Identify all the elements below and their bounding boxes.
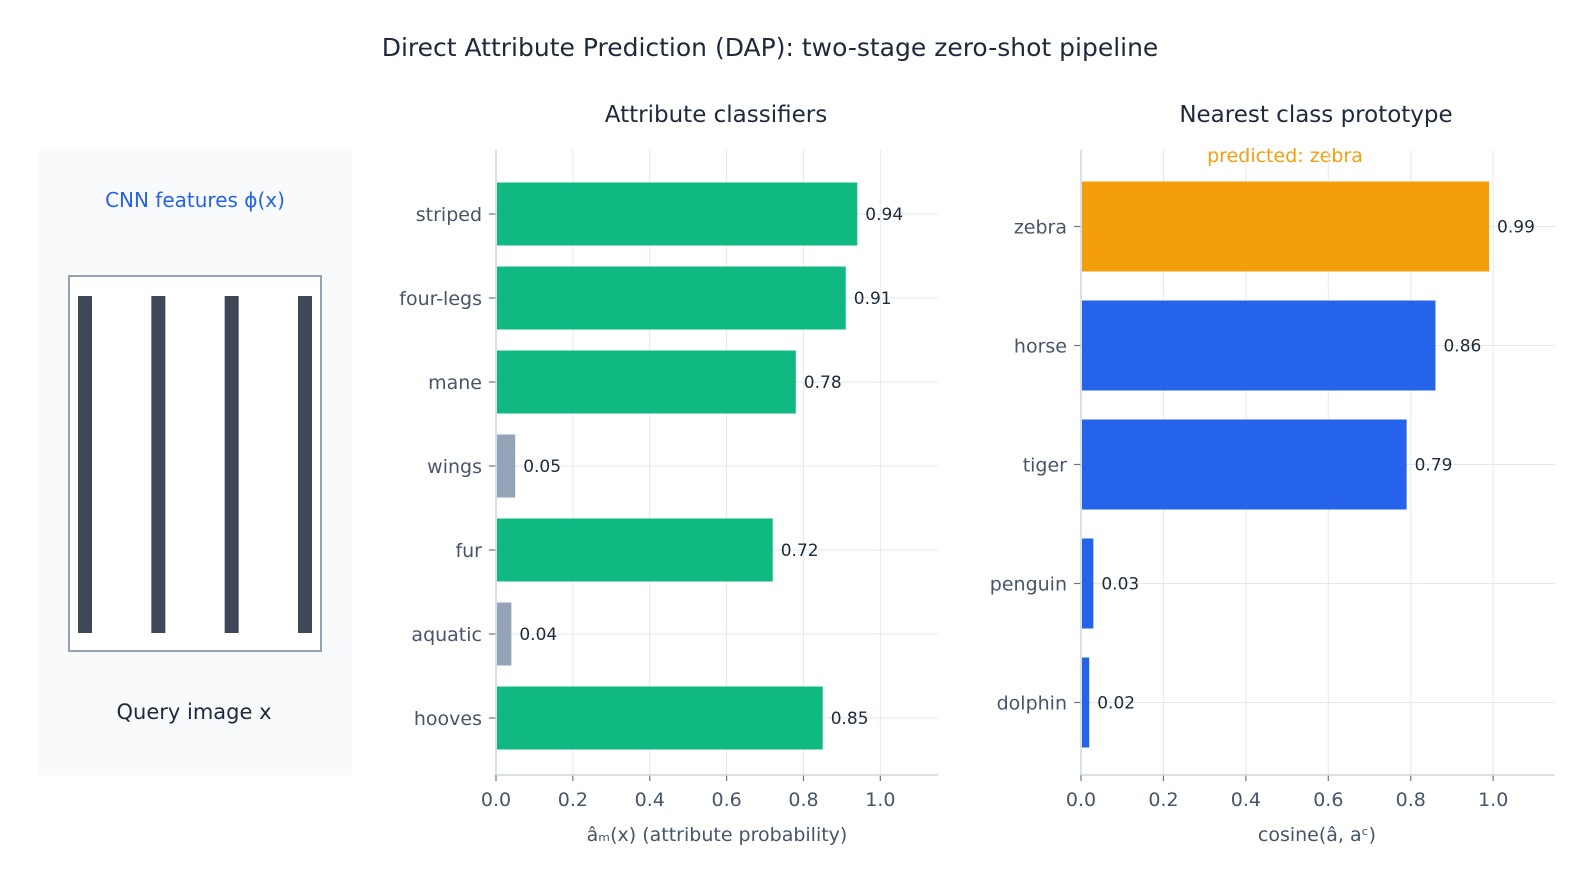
value-label: 0.04 [519,625,557,645]
x-tick-label: 0.2 [558,789,588,811]
stripe [298,296,312,633]
prototype-chart-title: Nearest class prototype [1179,102,1452,128]
x-tick-label: 1.0 [865,789,895,811]
query-image-stripes [78,296,312,633]
category-label: penguin [990,574,1067,596]
x-tick-label: 0.0 [1066,789,1096,811]
category-label: mane [428,372,482,394]
category-label: four-legs [399,288,482,310]
prototype-chart-x-axis-label: cosine(â, aᶜ) [1258,824,1376,846]
x-tick-label: 1.0 [1478,789,1508,811]
attribute-classifiers-chart: Attribute classifiers 0.94 0.91 0.78 0.05 0.… [399,102,938,846]
query-panel: CNN features ϕ(x) Query image x [38,150,352,775]
category-label: tiger [1023,455,1067,477]
x-tick-label: 0.6 [711,789,741,811]
value-label: 0.79 [1415,456,1453,476]
attribute-chart-x-axis-label: âₘ(x) (attribute probability) [587,824,848,846]
value-label: 0.72 [781,541,819,561]
category-label: dolphin [997,693,1067,715]
query-image-frame [68,275,322,652]
attribute-bar-hooves [497,686,823,750]
x-tick-label: 0.4 [1231,789,1261,811]
x-tick-label: 0.6 [1313,789,1343,811]
query-image-caption: Query image x [116,700,271,724]
value-label: 0.94 [865,205,903,225]
stripe [224,296,239,633]
value-label: 0.99 [1497,218,1535,238]
value-label: 0.86 [1443,337,1481,357]
category-label: hooves [414,708,482,730]
attribute-bar-mane [497,350,796,414]
attribute-bar-aquatic [497,602,512,666]
x-tick-label: 0.2 [1148,789,1178,811]
value-label: 0.02 [1097,694,1135,714]
prototype-bar-dolphin [1082,657,1090,748]
category-label: fur [455,540,482,562]
value-label: 0.78 [804,373,842,393]
x-tick-label: 0.8 [1396,789,1426,811]
attribute-bar-four-legs [497,266,846,330]
attribute-bar-striped [497,182,858,246]
value-label: 0.91 [854,289,892,309]
prototype-bar-horse [1082,300,1436,391]
attribute-bar-wings [497,434,516,498]
stripe [78,296,92,633]
class-prototype-chart: Nearest class prototype predicted: zebra… [990,102,1555,846]
prototype-bar-zebra [1082,181,1490,272]
attribute-bar-fur [497,518,773,582]
category-label: aquatic [411,624,482,646]
value-label: 0.03 [1101,575,1139,595]
category-label: wings [427,456,482,478]
stripe [151,296,166,633]
x-tick-label: 0.8 [788,789,818,811]
category-label: horse [1014,336,1067,358]
attribute-chart-title: Attribute classifiers [605,102,827,128]
category-label: zebra [1014,217,1067,239]
value-label: 0.05 [523,457,561,477]
value-label: 0.85 [831,709,869,729]
x-tick-label: 0.0 [481,789,511,811]
x-tick-label: 0.4 [635,789,665,811]
predicted-class-annotation: predicted: zebra [1207,145,1363,167]
prototype-bar-penguin [1082,538,1094,629]
cnn-features-label: CNN features ϕ(x) [105,188,285,212]
prototype-bar-tiger [1082,419,1407,510]
figure-title: Direct Attribute Prediction (DAP): two-s… [382,33,1159,62]
category-label: striped [416,204,482,226]
